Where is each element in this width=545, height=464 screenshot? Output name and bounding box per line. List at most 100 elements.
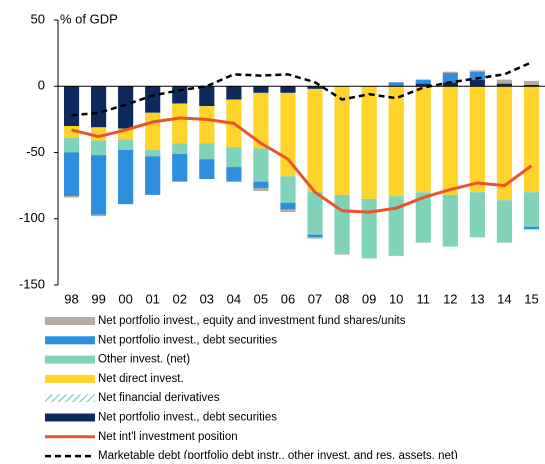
x-tick-label: 10 [389,291,403,306]
bar-segment [226,147,242,168]
x-tick-label: 12 [443,291,457,306]
x-tick-label: 13 [470,291,484,306]
x-tick-label: 09 [362,291,376,306]
bar-segment [253,188,269,191]
y-tick-label: 0 [38,78,45,93]
bar-segment [388,196,404,256]
bar-segment [63,152,80,197]
bar-segment [199,86,215,107]
bar-segment [63,196,80,198]
bar-segment [172,143,188,154]
y-tick-label: -50 [26,144,45,159]
bar-segment [91,86,107,128]
bar-segment [226,86,242,100]
bar-segment [307,234,323,238]
bar-segment [334,253,350,255]
x-tick-label: 15 [524,291,538,306]
bar-segment [91,214,107,217]
bar-segment [469,192,485,238]
bar-segment [388,86,404,197]
bar-segment [415,192,431,243]
legend-swatch [45,355,95,364]
x-tick-label: 02 [173,291,187,306]
x-tick-label: 99 [91,291,105,306]
bar-segment [388,82,404,87]
bar-segment [280,176,296,203]
bar-segment [442,82,458,87]
bar-segment [253,181,269,189]
bar-segment [361,86,377,199]
bar-segment [63,86,80,126]
bar-segment [280,86,296,93]
x-tick-label: 14 [497,291,511,306]
x-tick-label: 11 [417,291,431,306]
x-tick-label: 98 [64,291,78,306]
bar-segment [523,86,540,193]
bar-segment [496,200,512,243]
bar-segment [91,155,107,215]
y-tick-label: -150 [19,276,45,291]
bar-segment [307,192,323,235]
x-tick-label: 01 [145,291,159,306]
legend-label: Net portfolio invest., equity and invest… [98,315,406,327]
bar-segment [307,237,323,239]
line-series [71,116,533,214]
y-axis-label: % of GDP [60,11,118,26]
legend-label: Net portfolio invest., debt securities [98,334,277,346]
legend-label: Net portfolio invest., debt securities [98,412,277,424]
bar-segment [172,86,188,104]
bar-segment [523,84,540,87]
bar-segment [415,79,431,84]
x-tick-label: 00 [118,291,132,306]
line-series [71,61,532,117]
legend-label: Net direct invest. [98,373,184,385]
legend-swatch [45,394,95,403]
bar-segment [253,86,269,93]
bar-segment [307,88,323,193]
legend-swatch [45,336,95,345]
bar-segment [469,86,485,193]
bar-segment [145,149,161,157]
bar-segment [172,103,188,144]
x-tick-label: 08 [335,291,349,306]
bar-segment [280,209,296,213]
bar-segment [442,71,458,73]
bar-segment [523,226,540,230]
bar-segment [91,127,107,141]
legend-swatch [45,317,95,325]
bar-segment [145,86,161,113]
bar-segment [361,198,377,259]
bar-segment [280,202,296,210]
bar-segment [253,92,269,149]
bar-segment [334,86,350,195]
legend-label: Net financial derivatives [98,392,220,404]
bar-segment [63,126,80,138]
bar-segment [442,86,458,195]
bar-segment [145,112,161,150]
y-tick-label: 50 [31,11,45,26]
bar-segment [199,143,215,160]
bar-segment [415,83,431,87]
bar-segment [118,149,134,205]
legend-label: Marketable debt (portfolio debt instr., … [98,450,458,459]
bar-segment [469,79,485,87]
legend-label: Net int'l investment position [98,431,238,443]
bar-segment [63,137,80,153]
x-tick-label: 04 [227,291,241,306]
bar-segment [145,156,161,195]
bar-segment [496,86,512,201]
bar-segment [523,192,540,227]
bar-segment [307,86,323,89]
bar-segment [199,159,215,179]
x-tick-label: 06 [281,291,295,306]
bar-segment [469,71,485,80]
bar-segment [91,140,107,156]
bar-segment [415,86,431,193]
legend-swatch [45,413,95,422]
bar-segment [496,83,512,87]
bar-segment [442,73,458,83]
bar-segment [118,128,134,140]
bar-segment [442,194,458,247]
bar-segment [469,70,485,72]
bar-segment [199,106,215,144]
